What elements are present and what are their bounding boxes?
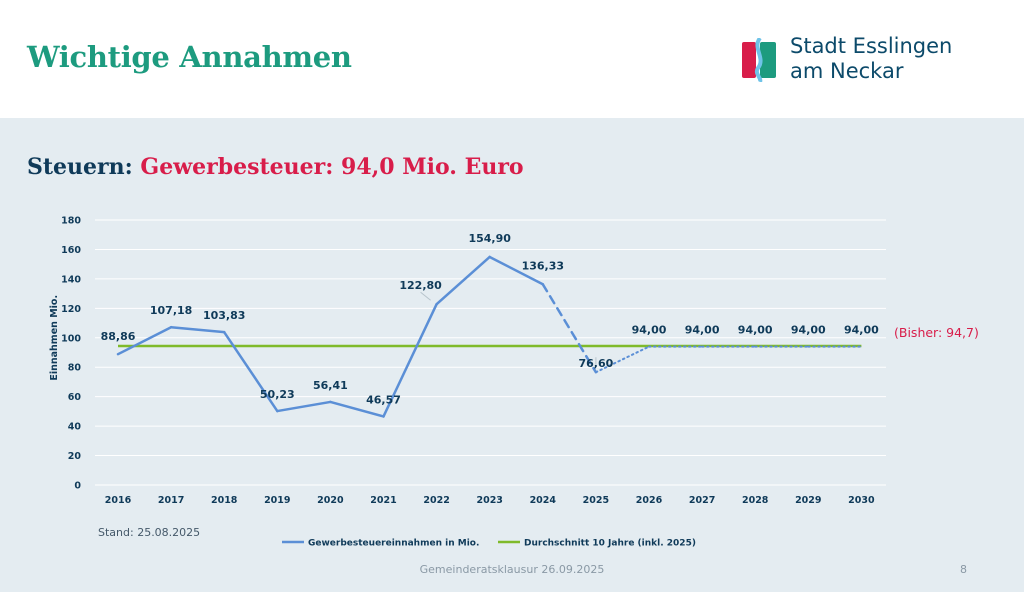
logo-line-1: Stadt Esslingen xyxy=(790,34,953,58)
section-label: Steuern: xyxy=(27,154,133,180)
x-tick-label: 2025 xyxy=(583,495,609,506)
data-label: 107,18 xyxy=(150,304,192,317)
page-title: Wichtige Annahmen xyxy=(27,40,352,74)
revenue-line-segment xyxy=(382,302,438,418)
legend-label-revenue: Gewerbesteuereinnahmen in Mio. xyxy=(308,539,479,549)
tax-revenue-chart: 0 20 40 60 80 100 120 140 160 180 Einnahmen Mio. 20… xyxy=(49,216,979,549)
x-tick-label: 2018 xyxy=(211,495,238,506)
logo-line-2: am Neckar xyxy=(790,59,904,83)
revenue-line-segment xyxy=(435,255,491,306)
data-label: 122,80 xyxy=(399,279,442,292)
y-axis-label: Einnahmen Mio. xyxy=(49,295,60,381)
data-label: 56,41 xyxy=(313,379,348,392)
x-tick-label: 2029 xyxy=(795,495,821,506)
data-label: 88,86 xyxy=(101,330,136,343)
esslingen-logo-icon xyxy=(742,38,776,82)
data-label: 154,90 xyxy=(468,232,511,245)
x-tick-label: 2022 xyxy=(423,495,449,506)
data-label: 94,00 xyxy=(632,324,667,337)
logo-text: Stadt Esslingen am Neckar xyxy=(790,34,952,84)
y-tick-label: 0 xyxy=(74,481,81,492)
x-tick-label: 2021 xyxy=(370,495,396,506)
y-tick-label: 100 xyxy=(61,333,81,344)
x-tick-label: 2023 xyxy=(476,495,502,506)
data-status-date: Stand: 25.08.2025 xyxy=(98,526,201,539)
header-bar: Wichtige Annahmen Stadt Esslingen am Nec… xyxy=(0,0,1024,118)
y-tick-label: 60 xyxy=(68,392,82,403)
x-tick-label: 2030 xyxy=(848,495,875,506)
y-tick-label: 40 xyxy=(68,422,82,433)
y-tick-label: 180 xyxy=(61,216,81,227)
x-tick-label: 2028 xyxy=(742,495,769,506)
data-label: 103,83 xyxy=(203,309,245,322)
legend-label-average: Durchschnitt 10 Jahre (inkl. 2025) xyxy=(524,539,696,549)
data-label: 94,00 xyxy=(844,324,879,337)
x-tick-label: 2017 xyxy=(158,495,184,506)
revenue-line-segment xyxy=(276,400,332,413)
data-label: 94,00 xyxy=(791,324,826,337)
section-heading: Steuern: Gewerbesteuer: 94,0 Mio. Euro xyxy=(27,154,524,180)
revenue-line-segment xyxy=(594,345,650,374)
x-tick-label: 2026 xyxy=(636,495,663,506)
revenue-line-segment xyxy=(329,400,385,418)
previous-value-annotation: (Bisher: 94,7) xyxy=(894,325,979,340)
data-label: 76,60 xyxy=(579,357,614,370)
data-label: 50,23 xyxy=(260,388,295,401)
footer-event: Gemeinderatsklausur 26.09.2025 xyxy=(419,563,605,576)
x-tick-label: 2020 xyxy=(317,495,344,506)
section-value: Gewerbesteuer: 94,0 Mio. Euro xyxy=(140,154,524,180)
data-label: 46,57 xyxy=(366,393,401,406)
x-tick-label: 2016 xyxy=(105,495,132,506)
label-leader-line xyxy=(420,291,431,301)
city-logo: Stadt Esslingen am Neckar xyxy=(742,34,982,88)
data-label: 94,00 xyxy=(685,324,720,337)
page-number: 8 xyxy=(960,563,967,576)
x-tick-label: 2027 xyxy=(689,495,715,506)
y-tick-label: 160 xyxy=(61,245,81,256)
x-tick-label: 2019 xyxy=(264,495,290,506)
data-label: 94,00 xyxy=(738,324,773,337)
x-tick-label: 2024 xyxy=(530,495,557,506)
y-tick-label: 120 xyxy=(61,304,81,315)
revenue-line-segment xyxy=(541,283,598,374)
y-tick-label: 80 xyxy=(68,363,82,374)
revenue-line-segment xyxy=(116,325,173,356)
y-tick-label: 140 xyxy=(61,274,81,285)
revenue-line-segment xyxy=(488,255,545,286)
revenue-line-segment xyxy=(169,325,226,334)
data-label: 136,33 xyxy=(522,259,564,272)
y-tick-label: 20 xyxy=(68,451,82,462)
revenue-line-segment xyxy=(222,330,279,413)
